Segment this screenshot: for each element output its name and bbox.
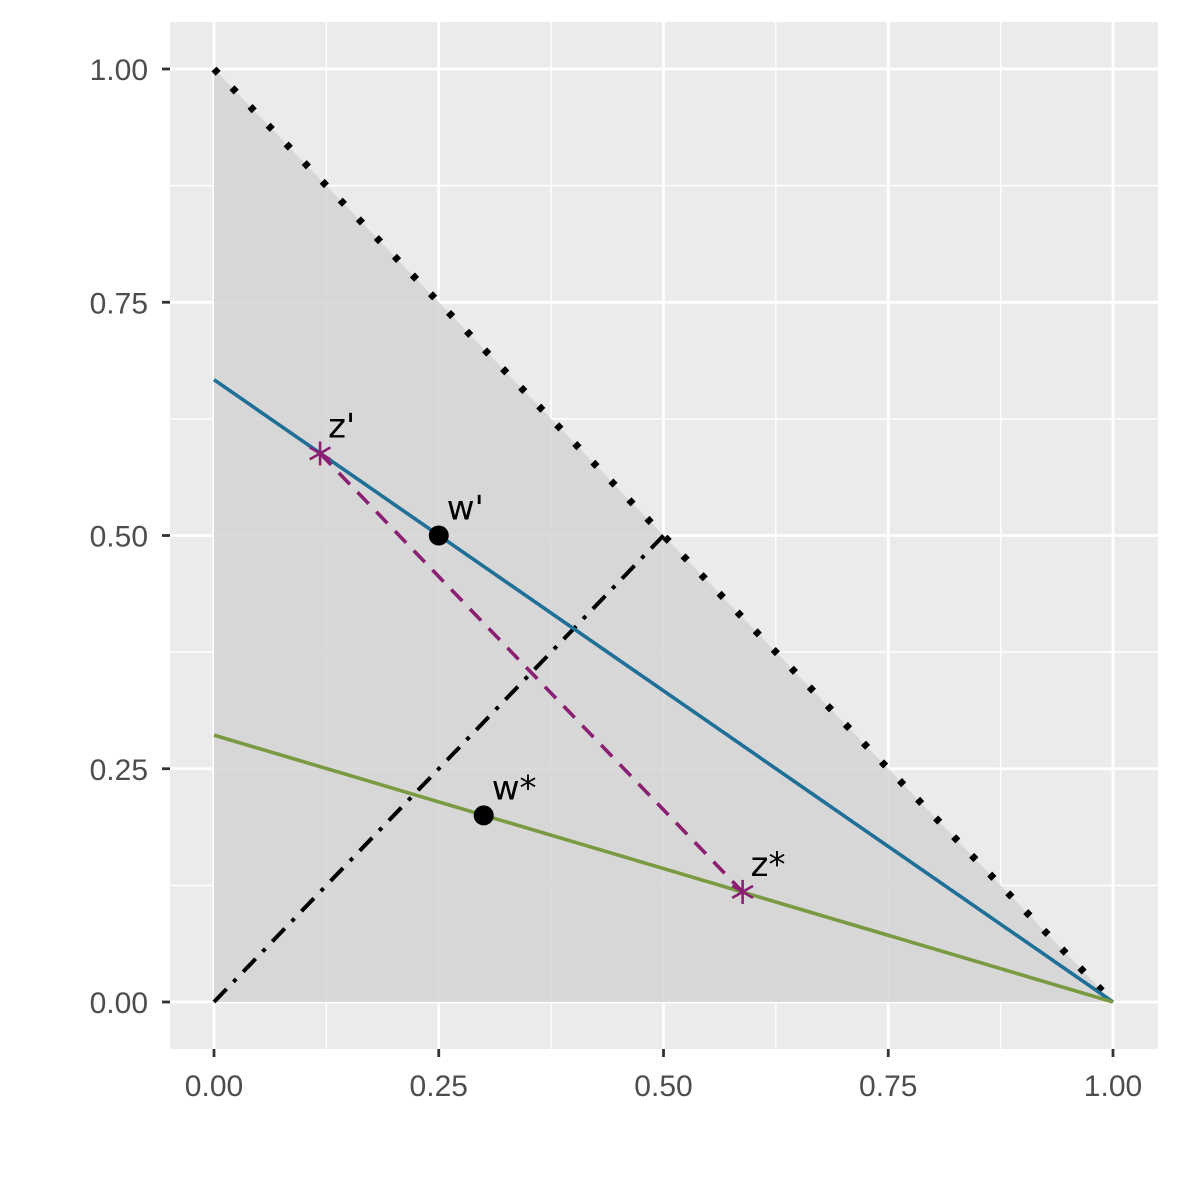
y-tick-label: 0.50 <box>90 521 148 554</box>
z-prime-marker <box>309 441 332 466</box>
w-prime-label: w' <box>447 489 484 529</box>
blue-line <box>212 378 1115 1004</box>
points-layer: w' w* z' z* <box>309 406 786 904</box>
x-tick-label: 1.00 <box>1084 1070 1142 1103</box>
green-line <box>213 733 1114 1004</box>
y-tick-label: 0.00 <box>90 987 148 1020</box>
y-axis: 0.00 0.25 0.50 0.75 1.00 <box>90 54 170 1020</box>
x-tick-label: 0.50 <box>634 1070 692 1103</box>
y-tick-label: 0.75 <box>90 287 148 320</box>
z-star-label: z* <box>751 845 786 885</box>
z-prime-label: z' <box>328 406 355 446</box>
x-tick-label: 0.75 <box>859 1070 917 1103</box>
w-prime-marker <box>428 525 449 546</box>
purple-dashed <box>318 452 744 894</box>
x-tick-label: 0.25 <box>410 1070 468 1103</box>
lines-layer <box>211 66 1116 1005</box>
diagonal <box>212 534 665 1004</box>
w-star-label: w* <box>492 768 537 808</box>
w-star-marker <box>473 805 494 826</box>
y-tick-label: 0.25 <box>90 754 148 787</box>
x-axis: 0.00 0.25 0.50 0.75 1.00 <box>185 1049 1142 1103</box>
y-tick-label: 1.00 <box>90 54 148 87</box>
z-star-marker <box>731 879 754 904</box>
x-tick-label: 0.00 <box>185 1070 243 1103</box>
